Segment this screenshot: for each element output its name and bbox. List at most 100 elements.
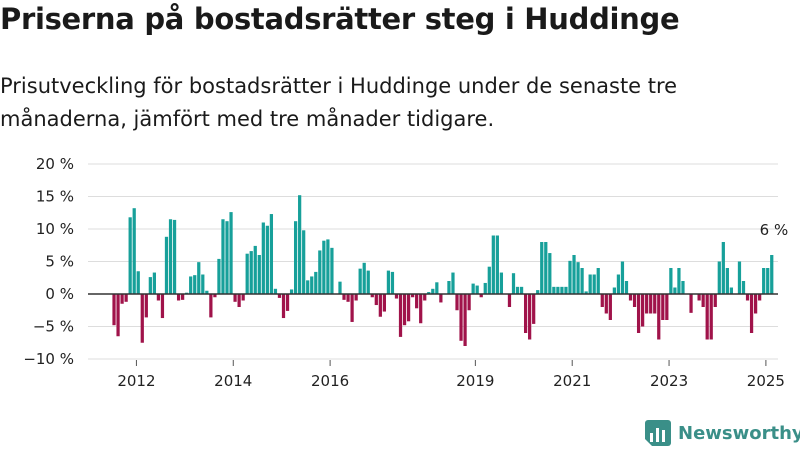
bar — [657, 294, 661, 340]
bar — [241, 294, 245, 301]
bar — [495, 235, 499, 294]
bar — [176, 294, 181, 301]
bar — [532, 294, 536, 324]
bar — [544, 242, 548, 294]
bar — [132, 208, 136, 294]
bar — [653, 294, 657, 314]
y-tick-label: 10 % — [36, 220, 74, 238]
bar — [507, 294, 512, 307]
bar — [261, 222, 265, 294]
bar — [411, 294, 415, 298]
bar — [463, 294, 467, 346]
bar — [479, 294, 483, 298]
bar — [499, 272, 504, 294]
bar — [737, 261, 742, 294]
bar — [168, 219, 173, 294]
bar — [592, 274, 596, 294]
bar — [455, 294, 459, 311]
chart-subtitle: Prisutveckling för bostadsrätter i Huddi… — [0, 74, 678, 131]
bar — [435, 282, 439, 294]
bar — [423, 294, 427, 301]
bar — [402, 294, 407, 326]
bar — [576, 262, 580, 294]
bar — [669, 268, 673, 294]
bar — [770, 255, 774, 294]
bar — [406, 294, 411, 322]
y-axis: 20 % 15 % 10 % 5 % 0 % −5 % −10 % — [23, 155, 74, 368]
bar — [326, 239, 330, 294]
bar — [330, 247, 334, 294]
bar — [237, 294, 241, 307]
bar — [600, 294, 604, 307]
bar — [661, 294, 665, 320]
bar — [564, 286, 568, 294]
bar — [552, 286, 556, 294]
bar — [306, 280, 310, 294]
y-tick-label: −10 % — [23, 350, 74, 368]
bar — [701, 294, 705, 307]
bar — [265, 225, 269, 294]
bar — [245, 253, 249, 294]
bar — [201, 274, 205, 294]
bar — [717, 261, 721, 294]
bar — [419, 294, 423, 324]
bar — [536, 290, 540, 294]
bar — [665, 294, 669, 320]
bar — [427, 292, 431, 294]
chart-title: Priserna på bostadsrätter steg i Hudding… — [0, 2, 680, 36]
bar — [641, 294, 645, 327]
bar — [689, 294, 693, 313]
brand-name: Newsworthy — [678, 422, 800, 444]
bar — [314, 271, 318, 294]
bar — [366, 270, 370, 294]
bar — [144, 294, 148, 318]
bar — [568, 260, 572, 294]
bar — [362, 262, 366, 294]
bar — [298, 195, 302, 294]
bar — [580, 268, 584, 294]
bar — [128, 217, 132, 294]
bar — [758, 294, 762, 301]
bar — [447, 281, 451, 294]
bar — [697, 294, 701, 301]
bar — [673, 287, 677, 294]
bar — [528, 294, 532, 340]
bar — [596, 268, 600, 294]
bar — [398, 294, 403, 337]
bar — [358, 268, 362, 294]
bar — [253, 245, 257, 294]
bar — [346, 294, 350, 302]
x-axis: 2012 2014 2016 2019 2021 2023 2025 — [117, 360, 785, 390]
newsworthy-logo: Newsworthy — [644, 418, 800, 448]
bar — [725, 268, 729, 294]
bar — [491, 235, 495, 294]
newsworthy-logo-icon — [645, 420, 671, 446]
bar — [588, 274, 592, 294]
bar — [257, 255, 261, 294]
x-tick-label: 2023 — [650, 372, 688, 390]
bar — [620, 261, 625, 294]
bar — [515, 286, 520, 294]
bar — [548, 253, 552, 294]
bar — [382, 294, 386, 312]
bar — [632, 294, 637, 307]
bar — [705, 294, 709, 340]
bar — [741, 281, 746, 294]
bar — [677, 268, 681, 294]
x-tick-label: 2025 — [747, 372, 785, 390]
bar — [164, 236, 169, 294]
bar — [475, 285, 479, 294]
bar — [729, 287, 734, 294]
bar — [189, 276, 193, 294]
bar — [209, 294, 213, 318]
bar — [229, 212, 233, 294]
y-tick-label: 15 % — [36, 188, 74, 206]
bar — [225, 221, 229, 294]
bar — [221, 219, 225, 294]
bar — [120, 294, 124, 304]
bar — [749, 294, 754, 333]
bar — [483, 282, 487, 294]
bar — [753, 294, 758, 314]
bar — [523, 294, 528, 333]
bar — [181, 294, 185, 300]
